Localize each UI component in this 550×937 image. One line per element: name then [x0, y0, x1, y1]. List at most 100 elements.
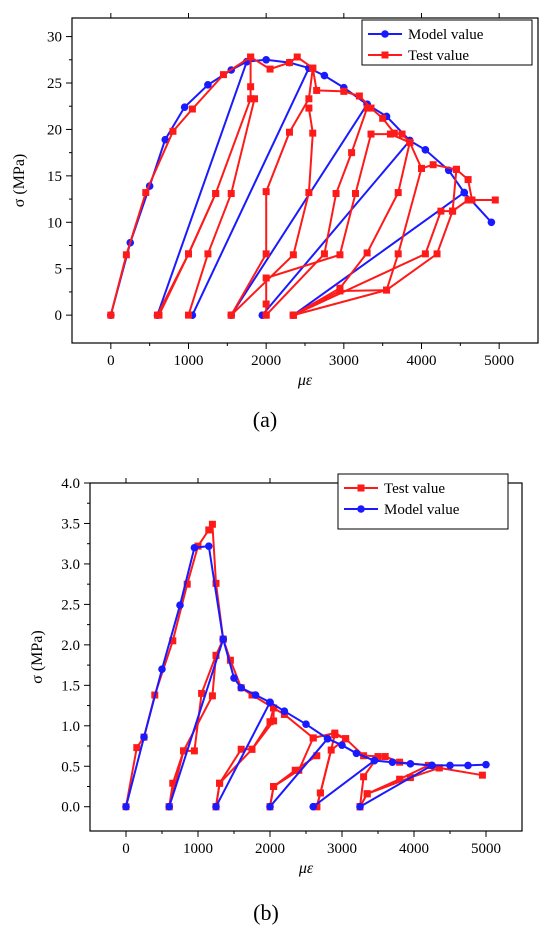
- series-line: [230, 107, 314, 316]
- x-tick-label: 2000: [255, 841, 285, 857]
- x-tick-label: 5000: [484, 353, 514, 369]
- data-point: [247, 83, 255, 91]
- plot-frame: [89, 482, 523, 832]
- data-point: [367, 130, 375, 138]
- data-point: [285, 128, 293, 136]
- data-point: [198, 689, 206, 697]
- data-point: [437, 207, 445, 215]
- series-line: [292, 191, 465, 316]
- legend-marker: [357, 484, 365, 492]
- y-tick-label: 30: [47, 30, 62, 46]
- data-point: [153, 311, 161, 319]
- data-point: [313, 86, 321, 94]
- data-point: [336, 287, 344, 295]
- series-line: [230, 103, 368, 316]
- data-point: [270, 717, 278, 725]
- series-test-value: [107, 53, 499, 319]
- data-point: [352, 749, 361, 758]
- series-line: [293, 169, 458, 317]
- y-tick-label: 0.0: [61, 800, 80, 816]
- data-point: [449, 207, 457, 215]
- data-point: [305, 189, 313, 197]
- data-point: [262, 274, 270, 282]
- data-point: [309, 734, 317, 742]
- data-point: [248, 745, 256, 753]
- series-line: [158, 55, 496, 316]
- data-point: [370, 756, 379, 765]
- data-point: [133, 744, 141, 752]
- data-point: [212, 579, 220, 587]
- x-axis-title: με: [298, 860, 314, 877]
- data-point: [355, 92, 363, 100]
- data-point: [185, 311, 192, 319]
- data-point: [421, 250, 429, 258]
- data-point: [429, 161, 437, 169]
- data-point: [320, 71, 329, 80]
- data-point: [468, 196, 476, 204]
- x-tick-label: 3000: [329, 353, 359, 369]
- data-point: [323, 734, 332, 743]
- x-axis-title: με: [297, 372, 313, 389]
- data-point: [188, 105, 196, 113]
- series-line: [109, 58, 493, 316]
- data-point: [291, 766, 299, 774]
- data-point: [464, 196, 472, 204]
- data-point: [383, 286, 391, 294]
- data-point: [183, 580, 191, 588]
- data-point: [176, 601, 184, 610]
- series-line: [191, 67, 310, 316]
- data-point: [491, 196, 499, 204]
- data-point: [262, 188, 270, 196]
- y-tick-label: 4.0: [61, 476, 80, 492]
- data-point: [351, 190, 359, 197]
- data-point: [316, 789, 324, 797]
- y-axis-title: σ (MPa): [11, 154, 28, 208]
- legend-label: Test value: [384, 481, 445, 497]
- x-tick-label: 5000: [471, 841, 501, 857]
- data-point: [107, 311, 115, 319]
- panel-label: (a): [253, 407, 277, 432]
- data-point: [194, 542, 202, 550]
- data-point: [262, 311, 270, 319]
- data-point: [433, 250, 441, 258]
- data-point: [208, 692, 216, 700]
- data-point: [266, 718, 274, 726]
- data-point: [379, 114, 387, 122]
- series-model-value: [107, 55, 496, 319]
- data-point: [309, 64, 317, 72]
- data-point: [428, 761, 436, 770]
- series-line: [215, 701, 271, 808]
- legend-marker: [381, 30, 389, 38]
- data-point: [418, 164, 425, 172]
- data-point: [205, 542, 213, 550]
- series-line: [109, 56, 252, 316]
- y-tick-label: 20: [47, 122, 62, 138]
- legend-label: Test value: [408, 48, 469, 64]
- data-point: [270, 704, 278, 712]
- data-point: [226, 656, 234, 664]
- data-point: [478, 771, 486, 779]
- y-axis-title: σ (MPa): [29, 630, 46, 684]
- x-tick-label: 4000: [399, 841, 429, 857]
- data-point: [122, 251, 130, 259]
- data-point: [313, 752, 321, 760]
- legend-box: [361, 19, 533, 66]
- y-tick-label: 5: [55, 262, 63, 278]
- legend-label: Model value: [408, 27, 484, 43]
- data-point: [332, 190, 340, 197]
- series-line: [187, 98, 256, 316]
- panel-label: (b): [253, 900, 279, 925]
- series-line: [315, 733, 346, 807]
- y-tick-label: 1.0: [61, 719, 80, 735]
- y-tick-label: 2.5: [61, 597, 80, 613]
- data-point: [302, 720, 310, 728]
- x-tick-label: 2000: [251, 353, 281, 369]
- legend-marker: [381, 51, 389, 59]
- x-tick-label: 0: [122, 841, 130, 857]
- data-point: [216, 779, 224, 787]
- data-point: [336, 251, 344, 259]
- data-point: [446, 761, 454, 770]
- series-line: [359, 764, 433, 808]
- series-line: [230, 67, 314, 316]
